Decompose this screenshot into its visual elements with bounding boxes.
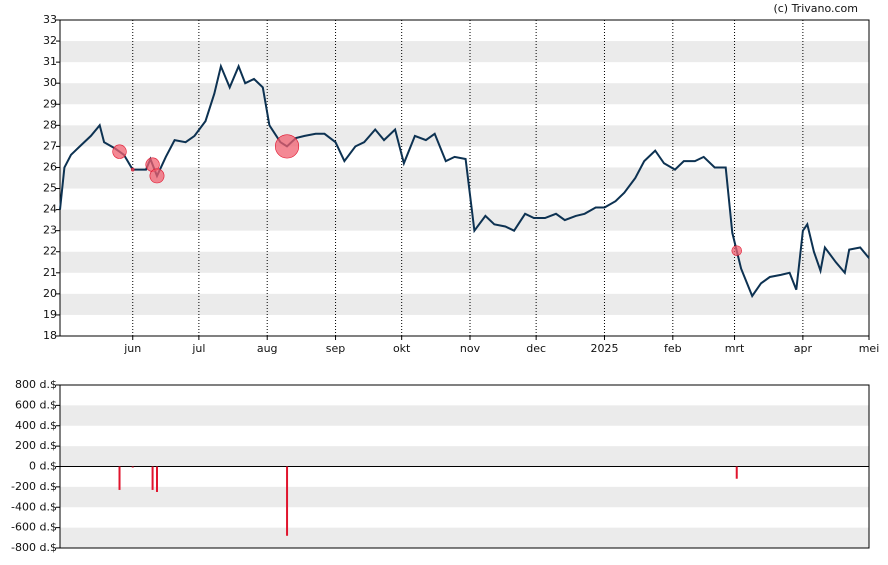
y-tick-label: 800 d.$ [15,378,57,391]
y-tick-label: 33 [43,13,57,26]
grid-band [60,83,869,105]
grid-band [60,251,869,273]
grid-band [60,405,869,426]
trade-bubble [112,144,127,159]
x-tick-label: mrt [725,342,745,355]
y-tick-label: 21 [43,266,57,279]
grid-band [60,446,869,467]
y-tick-label: 25 [43,182,57,195]
y-tick-label: -200 d.$ [11,480,57,493]
y-tick-label: 29 [43,97,57,110]
y-tick-label: 22 [43,245,57,258]
y-tick-label: 400 d.$ [15,419,57,432]
x-tick-label: jun [123,342,141,355]
x-tick-label: jul [191,342,205,355]
y-tick-label: 27 [43,139,57,152]
grid-band [60,167,869,189]
y-tick-label: -400 d.$ [11,500,57,513]
x-tick-label: aug [257,342,278,355]
y-tick-label: 0 d.$ [29,460,57,473]
y-tick-label: 600 d.$ [15,398,57,411]
bar [151,466,154,490]
x-tick-label: 2025 [590,342,618,355]
bar [118,466,121,490]
y-tick-label: -800 d.$ [11,541,57,554]
grid-band [60,125,869,147]
y-tick-label: 26 [43,160,57,173]
x-tick-label: sep [326,342,345,355]
y-tick-label: 31 [43,55,57,68]
plot-frame [59,19,870,337]
x-tick-label: nov [460,342,481,355]
bar [286,466,289,536]
x-tick-label: apr [794,342,813,355]
y-tick-label: 28 [43,118,57,131]
y-tick-label: 18 [43,329,57,342]
trade-bubble [130,167,135,172]
y-tick-label: 30 [43,76,57,89]
y-tick-label: 32 [43,34,57,47]
grid-band [60,209,869,231]
x-tick-label: mei [859,342,880,355]
x-tick-label: dec [526,342,546,355]
grid-band [60,41,869,63]
y-tick-label: 200 d.$ [15,439,57,452]
x-tick-label: feb [664,342,682,355]
trade-bubble [731,245,742,256]
bar [735,466,738,479]
trade-bubble [149,168,165,184]
x-tick-label: okt [393,342,411,355]
bar [131,466,134,468]
y-tick-label: 24 [43,203,57,216]
grid-band [60,527,869,548]
y-tick-label: 23 [43,224,57,237]
y-tick-label: 19 [43,308,57,321]
grid-band [60,486,869,508]
price-line [59,63,870,299]
grid-band [60,293,869,315]
y-tick-label: 20 [43,287,57,300]
trade-bubble [275,134,300,159]
y-tick-label: -600 d.$ [11,521,57,534]
source-annotation: (c) Trivano.com [773,2,858,15]
bar [155,466,158,492]
